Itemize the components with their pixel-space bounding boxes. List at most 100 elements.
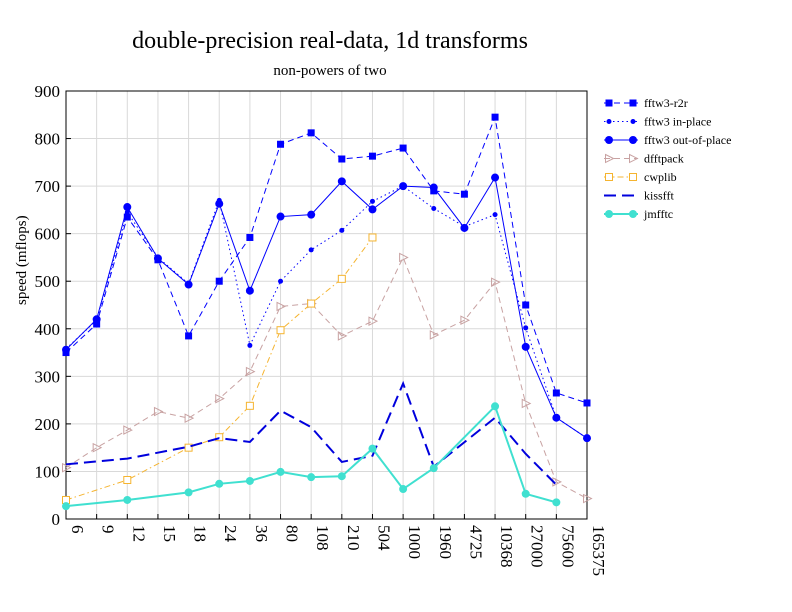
series-line (65, 404, 557, 508)
x-axis-ticks: 6 9 12 15 18 24 36 80 108 210 504 1000 1960 4725 10368… (65, 514, 608, 576)
data-point (491, 402, 500, 411)
legend-marker (629, 153, 639, 164)
data-point (399, 485, 408, 494)
y-tick-label: 100 (35, 462, 61, 481)
data-point (277, 140, 285, 148)
data-point (491, 277, 501, 287)
data-point (338, 155, 346, 163)
data-point (246, 233, 254, 241)
data-point (521, 489, 530, 498)
y-tick-label: 500 (35, 272, 61, 291)
legend-label: fftw3 in-place (644, 115, 711, 129)
legend-marker (629, 136, 637, 144)
legend-marker (605, 153, 615, 164)
data-point (276, 301, 287, 312)
legend-marker (629, 99, 637, 107)
data-point (521, 398, 532, 409)
x-tick-label: 27000 (528, 525, 547, 568)
legend-marker (605, 210, 613, 218)
series-3 (62, 252, 593, 504)
data-point (93, 320, 101, 328)
legend-marker (605, 99, 613, 107)
data-point (368, 152, 376, 160)
x-tick-label: 24 (221, 525, 240, 543)
data-point (307, 299, 316, 308)
data-point (552, 498, 561, 507)
series-5 (65, 380, 558, 486)
data-point (123, 425, 133, 435)
data-point (123, 203, 132, 212)
data-point (491, 173, 500, 182)
data-point (521, 342, 530, 351)
data-point (583, 434, 591, 443)
data-point (153, 406, 164, 417)
x-tick-label: 36 (252, 525, 271, 542)
x-tick-label: 15 (160, 525, 179, 542)
legend-label: jmfftc (643, 207, 673, 221)
series-line (65, 256, 588, 499)
series-line (65, 115, 588, 404)
data-point (369, 198, 375, 204)
legend-marker (605, 136, 613, 144)
data-point (62, 462, 72, 473)
x-tick-label: 1960 (436, 525, 455, 559)
x-tick-label: 6 (68, 525, 87, 534)
data-point (92, 315, 101, 324)
data-point (552, 389, 560, 397)
x-tick-label: 165375 (589, 525, 608, 576)
data-point (460, 315, 471, 326)
data-point (368, 444, 377, 453)
legend-label: dfftpack (644, 152, 684, 166)
legend-marker (605, 173, 613, 181)
data-point (552, 413, 561, 422)
legend: fftw3-r2r fftw3 in-place fftw3 out-of-plac… (604, 96, 731, 221)
data-point (123, 476, 132, 485)
data-point (491, 113, 499, 121)
y-tick-label: 0 (52, 510, 61, 529)
data-point (278, 278, 284, 284)
series-2 (62, 173, 591, 443)
data-point (368, 205, 377, 214)
legend-marker (629, 173, 637, 181)
data-point (583, 493, 593, 504)
series-line (65, 185, 588, 439)
x-tick-label: 108 (313, 525, 332, 551)
series-line (65, 176, 588, 439)
data-point (62, 345, 70, 354)
series-line (65, 380, 558, 486)
data-point (399, 252, 409, 263)
data-point (339, 227, 345, 233)
x-tick-label: 12 (129, 525, 148, 542)
data-point (123, 495, 132, 504)
data-point (307, 210, 316, 219)
series-1 (63, 183, 590, 441)
data-point (429, 464, 438, 473)
y-axis-ticks: 0 100 200 300 400 500 600 700 800 900 (35, 82, 71, 529)
data-point (460, 190, 468, 198)
x-tick-label: 9 (99, 525, 118, 534)
data-point (307, 473, 316, 482)
data-point (492, 212, 498, 218)
legend-label: kissfft (644, 189, 674, 203)
data-point (184, 413, 195, 423)
data-point (184, 280, 193, 289)
legend-label: fftw3 out-of-place (644, 133, 731, 147)
data-point (215, 479, 224, 488)
y-tick-label: 700 (35, 177, 61, 196)
data-point (123, 213, 131, 221)
y-tick-label: 600 (35, 225, 61, 244)
data-point (337, 274, 346, 283)
chart-title: double-precision real-data, 1d transform… (132, 28, 528, 54)
legend-marker (630, 119, 636, 124)
data-point (184, 488, 193, 497)
data-point (245, 476, 254, 485)
data-point (368, 233, 377, 242)
y-tick-label: 200 (35, 415, 61, 434)
series-group (62, 113, 593, 511)
data-point (276, 467, 285, 476)
data-point (92, 442, 103, 453)
data-point (522, 301, 530, 309)
x-tick-label: 1000 (405, 525, 424, 559)
series-0 (62, 113, 591, 407)
